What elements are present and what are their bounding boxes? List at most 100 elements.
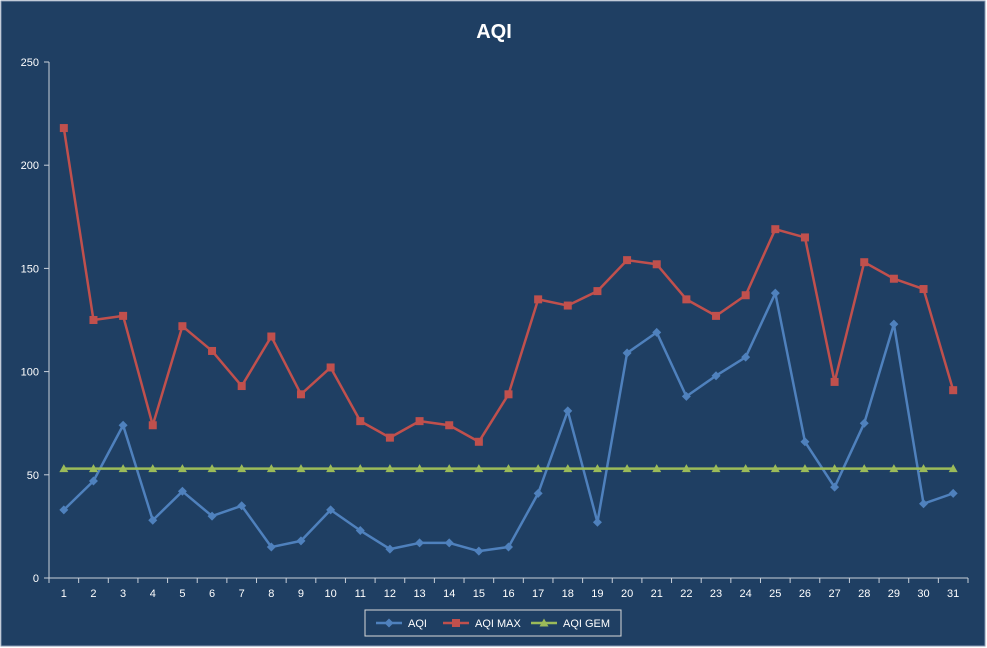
data-point [771, 225, 780, 234]
data-point [711, 371, 721, 381]
x-tick-label: 6 [209, 588, 215, 600]
x-tick-label: 18 [562, 588, 574, 600]
data-point [860, 258, 869, 267]
y-tick-label: 250 [21, 57, 39, 69]
data-point [859, 418, 869, 428]
data-point [178, 322, 187, 331]
x-tick-label: 10 [325, 588, 337, 600]
data-point [326, 363, 335, 372]
legend-label: AQI [408, 618, 427, 630]
series-aqi [59, 288, 958, 556]
data-point [830, 377, 839, 386]
data-point [623, 256, 632, 265]
data-point [800, 464, 810, 473]
legend-item-aqi: AQI [376, 618, 427, 630]
data-point [266, 464, 276, 473]
x-tick-label: 1 [61, 588, 67, 600]
data-point [385, 464, 395, 473]
y-tick-label: 150 [21, 263, 39, 275]
data-point [504, 542, 513, 552]
data-point [712, 311, 721, 320]
y-tick-label: 100 [21, 367, 39, 379]
data-point [534, 295, 543, 304]
data-point [741, 291, 750, 300]
data-point [770, 288, 780, 298]
x-tick-label: 12 [384, 588, 396, 600]
data-point [948, 464, 958, 473]
data-point [652, 464, 662, 473]
data-point [444, 538, 454, 548]
data-point [592, 517, 602, 527]
data-point [89, 316, 98, 324]
data-point [207, 511, 217, 521]
x-tick-label: 23 [710, 588, 722, 600]
data-point [415, 538, 425, 548]
data-point [919, 285, 928, 294]
data-point [681, 391, 691, 401]
x-tick-label: 28 [858, 588, 870, 600]
data-point [59, 124, 68, 133]
data-point [355, 526, 365, 536]
data-point [296, 390, 305, 399]
data-point [504, 390, 513, 399]
y-tick-label: 50 [27, 470, 39, 482]
data-point [830, 482, 840, 492]
data-point [533, 464, 543, 473]
series-aqi-max [59, 124, 958, 446]
x-tick-label: 29 [888, 588, 900, 600]
data-point [949, 386, 958, 395]
x-tick-label: 4 [150, 588, 156, 600]
data-point [474, 464, 484, 473]
x-tick-label: 24 [740, 588, 752, 600]
data-point [385, 433, 394, 442]
x-tick-label: 25 [769, 588, 781, 600]
data-point [533, 488, 543, 498]
data-point [889, 464, 899, 473]
data-point [266, 542, 276, 552]
series-layer [59, 124, 958, 556]
data-point [889, 274, 898, 283]
legend-swatch-marker [384, 618, 394, 628]
data-point [237, 382, 246, 391]
x-tick-label: 13 [413, 588, 425, 600]
data-point [919, 499, 929, 509]
x-tick-label: 3 [120, 588, 126, 600]
data-point [326, 505, 336, 515]
data-point [563, 464, 573, 473]
data-point [296, 464, 306, 473]
legend-item-aqi-gem: AQI GEM [531, 618, 610, 630]
data-point [355, 464, 365, 473]
x-tick-label: 31 [947, 588, 959, 600]
data-point [563, 406, 573, 416]
data-point [652, 260, 661, 269]
x-tick-label: 2 [90, 588, 96, 600]
legend: AQI AQI MAX AQI GEM [364, 609, 622, 637]
data-point [830, 464, 840, 473]
data-point [622, 464, 632, 473]
data-point [592, 464, 602, 473]
data-point [859, 464, 869, 473]
data-point [474, 437, 483, 446]
data-point [59, 505, 69, 515]
data-point [118, 464, 128, 473]
legend-item-aqi-max: AQI MAX [443, 618, 522, 630]
data-point [207, 464, 217, 473]
legend-box [364, 609, 622, 637]
chart-title: AQI [476, 21, 512, 43]
x-tick-label: 30 [917, 588, 929, 600]
data-point [148, 515, 158, 525]
data-point [444, 464, 454, 473]
series-aqi-gem [59, 464, 958, 473]
x-tick-label: 9 [298, 588, 304, 600]
data-point [148, 421, 157, 430]
data-point [682, 295, 691, 304]
data-point [267, 332, 276, 341]
data-point [800, 233, 809, 242]
data-point [326, 464, 336, 473]
x-tick-label: 5 [179, 588, 185, 600]
x-tick-label: 26 [799, 588, 811, 600]
x-tick-label: 7 [239, 588, 245, 600]
